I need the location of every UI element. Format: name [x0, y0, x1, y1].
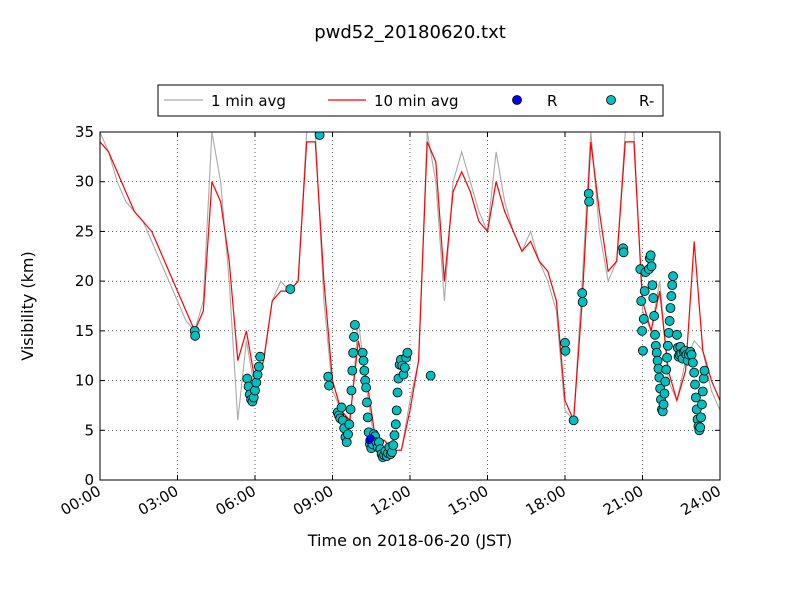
r-minus-point: [390, 419, 401, 430]
y-tick-label: 30: [75, 173, 94, 191]
r-minus-point: [255, 351, 266, 362]
r-minus-point: [697, 386, 708, 397]
r-minus-point: [649, 311, 660, 321]
r-minus-point: [647, 280, 658, 291]
r-minus-point: [361, 382, 371, 393]
y-tick-label: 10: [75, 372, 94, 390]
r-minus-point: [660, 376, 671, 387]
r-minus-point: [250, 385, 260, 396]
series-line-ten-min: [100, 141, 720, 451]
r-minus-point: [672, 329, 682, 340]
r-point: [367, 434, 375, 443]
r-minus-point: [560, 345, 571, 356]
r-minus-point: [349, 331, 359, 342]
r-minus-point: [358, 355, 369, 366]
grid-lines: [100, 132, 720, 480]
r-minus-point: [584, 196, 595, 207]
r-minus-point: [359, 365, 370, 376]
r-minus-point: [689, 367, 700, 378]
r-minus-point: [285, 284, 296, 294]
legend-frame: [157, 84, 664, 117]
r-minus-point: [362, 412, 373, 423]
r-minus-point: [344, 419, 355, 430]
r-minus-point: [577, 288, 588, 298]
r-minus-point: [699, 365, 710, 376]
legend-label-one-min: 1 min avg: [211, 92, 286, 110]
y-tick-label: 5: [84, 421, 94, 439]
r-minus-point: [253, 361, 264, 372]
r-minus-point: [668, 271, 678, 282]
legend-marker-r: [512, 95, 522, 105]
y-tick-label: 35: [75, 123, 94, 141]
legend-label-ten-min: 10 min avg: [374, 92, 459, 110]
r-minus-point: [391, 405, 402, 416]
r-minus-point: [323, 371, 334, 382]
r-minus-point: [695, 422, 706, 433]
y-axis-label: Visibility (km): [18, 251, 37, 360]
r-minus-point: [349, 319, 360, 330]
r-minus-point: [663, 327, 674, 338]
r-minus-point: [658, 399, 669, 410]
r-minus-point: [697, 399, 707, 410]
r-minus-point: [663, 340, 673, 351]
r-minus-point: [336, 402, 347, 413]
r-minus-point: [346, 385, 357, 396]
r-minus-point: [690, 392, 701, 403]
legend-marker-r-minus: [606, 95, 616, 105]
r-minus-point: [662, 352, 672, 363]
r-minus-point: [341, 437, 352, 448]
r-minus-point: [314, 132, 325, 140]
r-minus-point: [646, 261, 657, 272]
x-axis-label: Time on 2018-06-20 (JST): [307, 531, 512, 550]
r-minus-point: [650, 329, 660, 340]
r-minus-point: [664, 316, 675, 326]
r-minus-point: [399, 362, 410, 373]
r-minus-point: [252, 369, 263, 380]
legend-label-r-minus: R-: [639, 92, 654, 110]
r-minus-point: [389, 430, 400, 441]
series-markers: [189, 132, 710, 463]
r-minus-point: [362, 397, 372, 408]
r-minus-point: [343, 429, 353, 440]
r-minus-point: [618, 247, 629, 258]
r-minus-point: [392, 387, 403, 398]
legend: 1 min avg 10 min avg R R-: [157, 84, 664, 117]
r-minus-point: [388, 440, 399, 451]
y-tick-label: 0: [84, 471, 94, 489]
r-minus-point: [639, 286, 650, 296]
r-minus-point: [696, 412, 706, 423]
r-minus-point: [324, 380, 334, 391]
r-minus-point: [242, 373, 253, 384]
r-minus-point: [690, 379, 700, 390]
r-minus-point: [425, 370, 436, 381]
r-minus-point: [251, 377, 262, 388]
r-minus-point: [636, 296, 647, 306]
r-minus-point: [347, 365, 358, 376]
r-minus-point: [345, 404, 356, 415]
r-minus-point: [577, 297, 588, 307]
series-lines: [100, 132, 720, 452]
r-minus-point: [659, 388, 670, 399]
r-minus-point: [638, 345, 648, 356]
y-tick-label: 20: [75, 272, 94, 290]
r-minus-point: [402, 347, 413, 358]
r-minus-point: [638, 314, 649, 324]
r-minus-point: [686, 349, 697, 360]
legend-label-r: R: [547, 92, 557, 110]
r-minus-point: [568, 415, 579, 426]
chart-title: pwd52_20180620.txt: [314, 22, 506, 43]
y-tick-label: 25: [75, 222, 94, 240]
r-minus-point: [667, 280, 678, 291]
r-minus-point: [666, 291, 677, 301]
r-minus-point: [190, 330, 201, 341]
y-tick-label: 15: [75, 322, 94, 340]
r-minus-point: [637, 325, 647, 336]
r-minus-point: [645, 250, 656, 261]
r-minus-point: [665, 303, 676, 313]
r-minus-point: [661, 364, 672, 375]
r-minus-point: [648, 293, 659, 303]
r-minus-point: [687, 357, 698, 368]
r-minus-point: [348, 347, 359, 358]
